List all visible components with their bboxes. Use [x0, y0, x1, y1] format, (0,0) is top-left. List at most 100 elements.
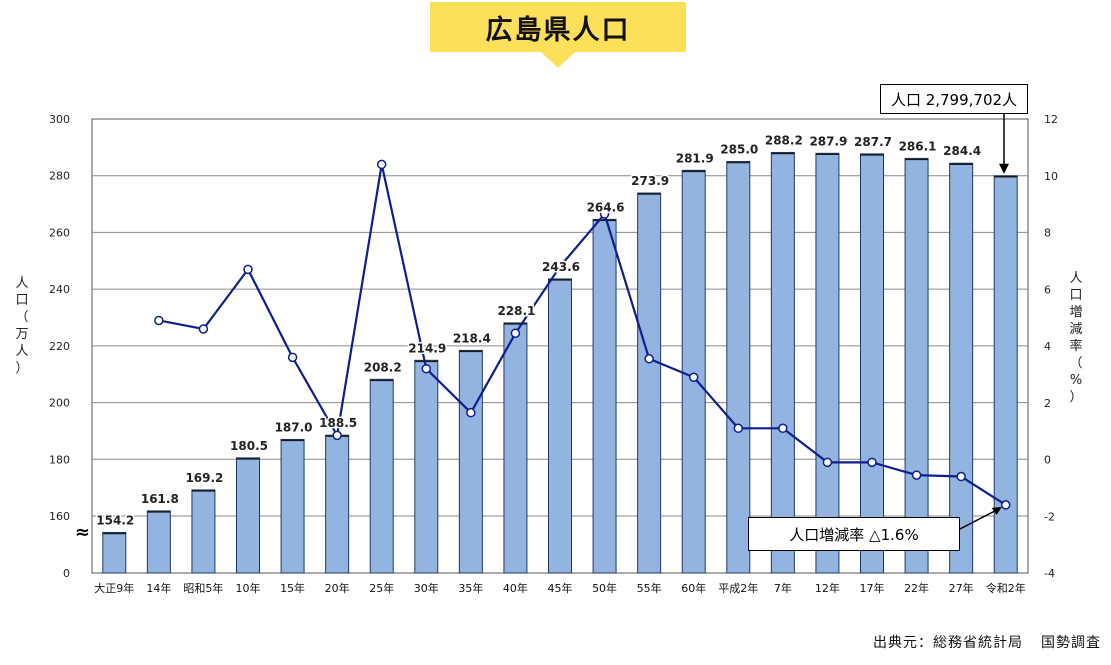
x-tick-label: 40年	[503, 581, 528, 595]
population-callout: 人口 2,799,702人	[880, 84, 1028, 114]
population-callout-arrowhead	[999, 163, 1009, 174]
rate-callout: 人口増減率 △1.6%	[748, 517, 960, 551]
x-tick-label: 12年	[815, 581, 840, 595]
rate-callout-arrowhead	[991, 506, 1002, 515]
bar	[236, 457, 260, 574]
rate-point	[555, 261, 565, 272]
bar-data-label: 208.2	[364, 360, 402, 374]
bar-data-label: 180.5	[230, 439, 268, 453]
x-tick-label: 14年	[146, 581, 171, 595]
x-tick-label: 22年	[904, 581, 929, 595]
bar	[548, 278, 572, 574]
bar-data-label: 188.5	[319, 416, 357, 430]
y-tick-label: 240	[49, 283, 70, 296]
y2-axis-title-text: 人口増減率（%）	[1069, 271, 1083, 405]
bar	[770, 151, 795, 574]
x-tick-label: 10年	[236, 581, 261, 595]
source-name: 国勢調査	[1041, 635, 1101, 651]
bar	[592, 218, 617, 574]
bar	[146, 510, 171, 574]
x-tick-label: 令和2年	[986, 581, 1026, 595]
rate-point	[867, 457, 877, 468]
bar	[815, 152, 840, 574]
rate-point	[911, 470, 922, 480]
y-tick-label: 220	[49, 340, 70, 353]
bar-data-label: 154.2	[96, 513, 134, 527]
rate-point	[287, 352, 298, 363]
rate-callout-arrow	[957, 508, 1000, 531]
y-tick-label: 200	[49, 397, 70, 410]
y-tick-label: 0	[63, 567, 70, 580]
chart-title: 広島県人口	[485, 14, 631, 46]
x-tick-label: 35年	[458, 581, 483, 595]
bar-data-label: 218.4	[453, 331, 491, 345]
rate-point	[688, 372, 699, 382]
bar	[993, 175, 1018, 574]
rate-line	[158, 163, 1007, 506]
x-tick-label: 60年	[681, 581, 706, 595]
x-tick-label: 20年	[325, 581, 350, 595]
bar	[949, 162, 974, 574]
rate-point	[466, 407, 476, 418]
y2-tick-label: 0	[1044, 454, 1051, 467]
x-tick-label: 昭和5年	[183, 581, 223, 595]
bar	[458, 349, 483, 574]
y2-tick-label: 12	[1044, 113, 1058, 126]
bar-data-label: 287.7	[854, 135, 892, 149]
y-axis-title-text: 人口（万人）	[15, 276, 29, 376]
y2-tick-label: 4	[1044, 340, 1051, 353]
source-note: 出典元：総務省統計局 国勢調査	[873, 632, 1101, 652]
bar-data-label: 228.1	[497, 304, 535, 318]
y2-axis-title: 人口増減率（%）	[1068, 270, 1084, 406]
x-tick-label: 15年	[280, 581, 305, 595]
bar-data-label: 288.2	[765, 133, 803, 147]
x-tick-label: 27年	[949, 581, 974, 595]
rate-point	[822, 457, 833, 468]
bar-data-label: 243.6	[542, 260, 580, 274]
bar-data-label: 281.9	[676, 151, 714, 165]
y2-tick-label: 10	[1044, 170, 1058, 183]
y2-tick-label: 6	[1044, 283, 1051, 296]
bar-data-label: 286.1	[899, 139, 937, 153]
rate-point	[198, 324, 209, 334]
rate-point	[644, 354, 654, 364]
y-tick-label: 280	[49, 170, 70, 183]
bar-data-label: 285.0	[720, 143, 758, 157]
bar-data-label: 273.9	[631, 174, 669, 188]
rate-point	[243, 264, 253, 275]
y-tick-label: 180	[49, 453, 70, 466]
y-tick-label: 300	[49, 113, 70, 126]
x-tick-label: 17年	[860, 581, 885, 595]
bar	[637, 192, 662, 574]
x-tick-label: 25年	[369, 581, 394, 595]
y-tick-label: 160	[49, 510, 70, 523]
rate-point	[778, 423, 788, 434]
title-pointer	[541, 52, 575, 68]
x-tick-label: 30年	[414, 581, 439, 595]
bar-data-label: 264.6	[587, 200, 625, 214]
source-label: 出典元：総務省統計局	[873, 635, 1023, 651]
rate-point	[510, 328, 521, 338]
x-tick-label: 大正9年	[94, 581, 134, 595]
bar	[102, 531, 127, 574]
x-tick-label: 50年	[592, 581, 617, 595]
title-banner: 広島県人口	[430, 2, 686, 52]
x-tick-label: 55年	[637, 581, 662, 595]
rate-point	[733, 423, 744, 434]
bar-data-label: 187.0	[275, 420, 313, 434]
bar	[681, 169, 706, 574]
axis-break-symbol: ≈	[75, 522, 90, 543]
bar	[726, 161, 751, 574]
bar	[325, 434, 350, 574]
rate-point	[599, 209, 610, 219]
bar-data-label: 214.9	[408, 341, 446, 355]
bar	[280, 438, 305, 574]
bar-data-label: 169.2	[185, 471, 223, 485]
rate-point	[332, 430, 342, 441]
x-tick-label: 平成2年	[718, 581, 758, 595]
y2-tick-label: -4	[1044, 567, 1055, 580]
rate-point	[1000, 500, 1011, 510]
bar-data-label: 284.4	[943, 144, 981, 158]
rate-point	[376, 159, 387, 170]
